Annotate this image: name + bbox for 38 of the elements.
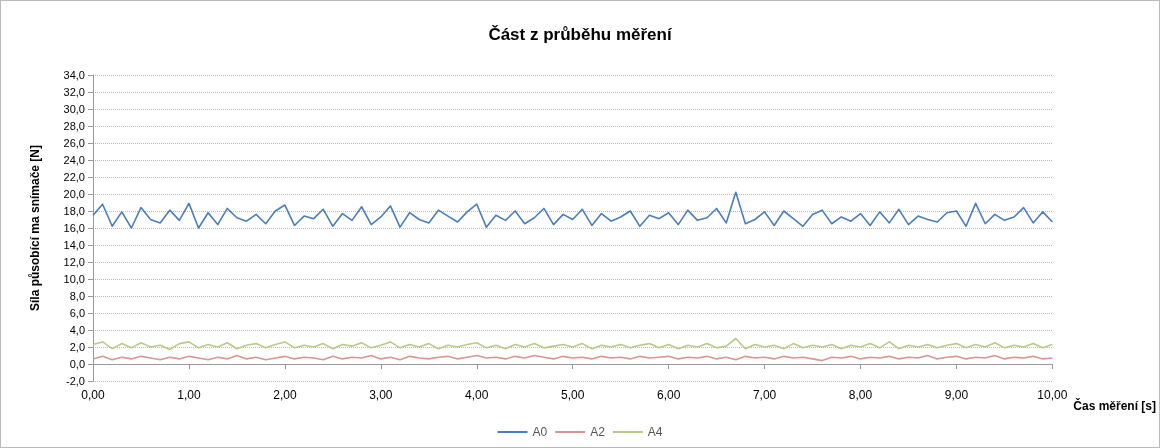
y-axis-title: Síla působící ma snímače [N] [28, 144, 42, 312]
y-tick-label: 14,0 [63, 239, 85, 251]
y-tick-label: 12,0 [63, 256, 85, 268]
x-tick-label: 9,00 [944, 388, 969, 402]
y-tick-label: 24,0 [63, 154, 85, 166]
chart-title: Část z průběhu měření [488, 25, 673, 44]
x-tick-label: 3,00 [369, 388, 393, 402]
y-tick-label: 16,0 [63, 222, 85, 234]
legend-label: A2 [590, 425, 606, 439]
y-tick-label: 34,0 [63, 69, 85, 81]
x-tick-label: 8,00 [848, 388, 873, 402]
y-tick-label: 10,0 [63, 273, 85, 285]
x-tick-label: 7,00 [752, 388, 777, 402]
y-tick-label: 8,0 [69, 290, 85, 302]
line-series [92, 337, 1054, 351]
y-tick-label: 28,0 [63, 120, 85, 132]
y-tick-label: 0,0 [69, 358, 85, 370]
x-tick-label: 0,00 [81, 388, 105, 402]
y-tick-label: 18,0 [63, 205, 85, 217]
y-tick-label: 2,0 [69, 341, 85, 353]
y-tick-label: -2,0 [66, 375, 85, 387]
y-tick-label: 22,0 [63, 171, 85, 183]
x-tick-label: 10,00 [1037, 388, 1068, 402]
x-tick-label: 2,00 [273, 388, 297, 402]
y-tick-label: 4,0 [69, 324, 85, 336]
line-series [92, 191, 1054, 229]
y-tick-label: 30,0 [63, 103, 85, 115]
y-tick-label: 32,0 [63, 86, 85, 98]
legend-label: A4 [647, 425, 663, 439]
y-tick-label: 26,0 [63, 137, 85, 149]
x-tick-label: 5,00 [561, 388, 585, 402]
x-tick-label: 6,00 [656, 388, 681, 402]
legend-label: A0 [532, 425, 548, 439]
y-tick-label: 6,0 [69, 307, 85, 319]
x-tick-label: 4,00 [465, 388, 489, 402]
y-tick-label: 20,0 [63, 188, 85, 200]
x-tick-label: 1,00 [177, 388, 201, 402]
x-axis-title: Čas měření [s] [1073, 398, 1156, 413]
